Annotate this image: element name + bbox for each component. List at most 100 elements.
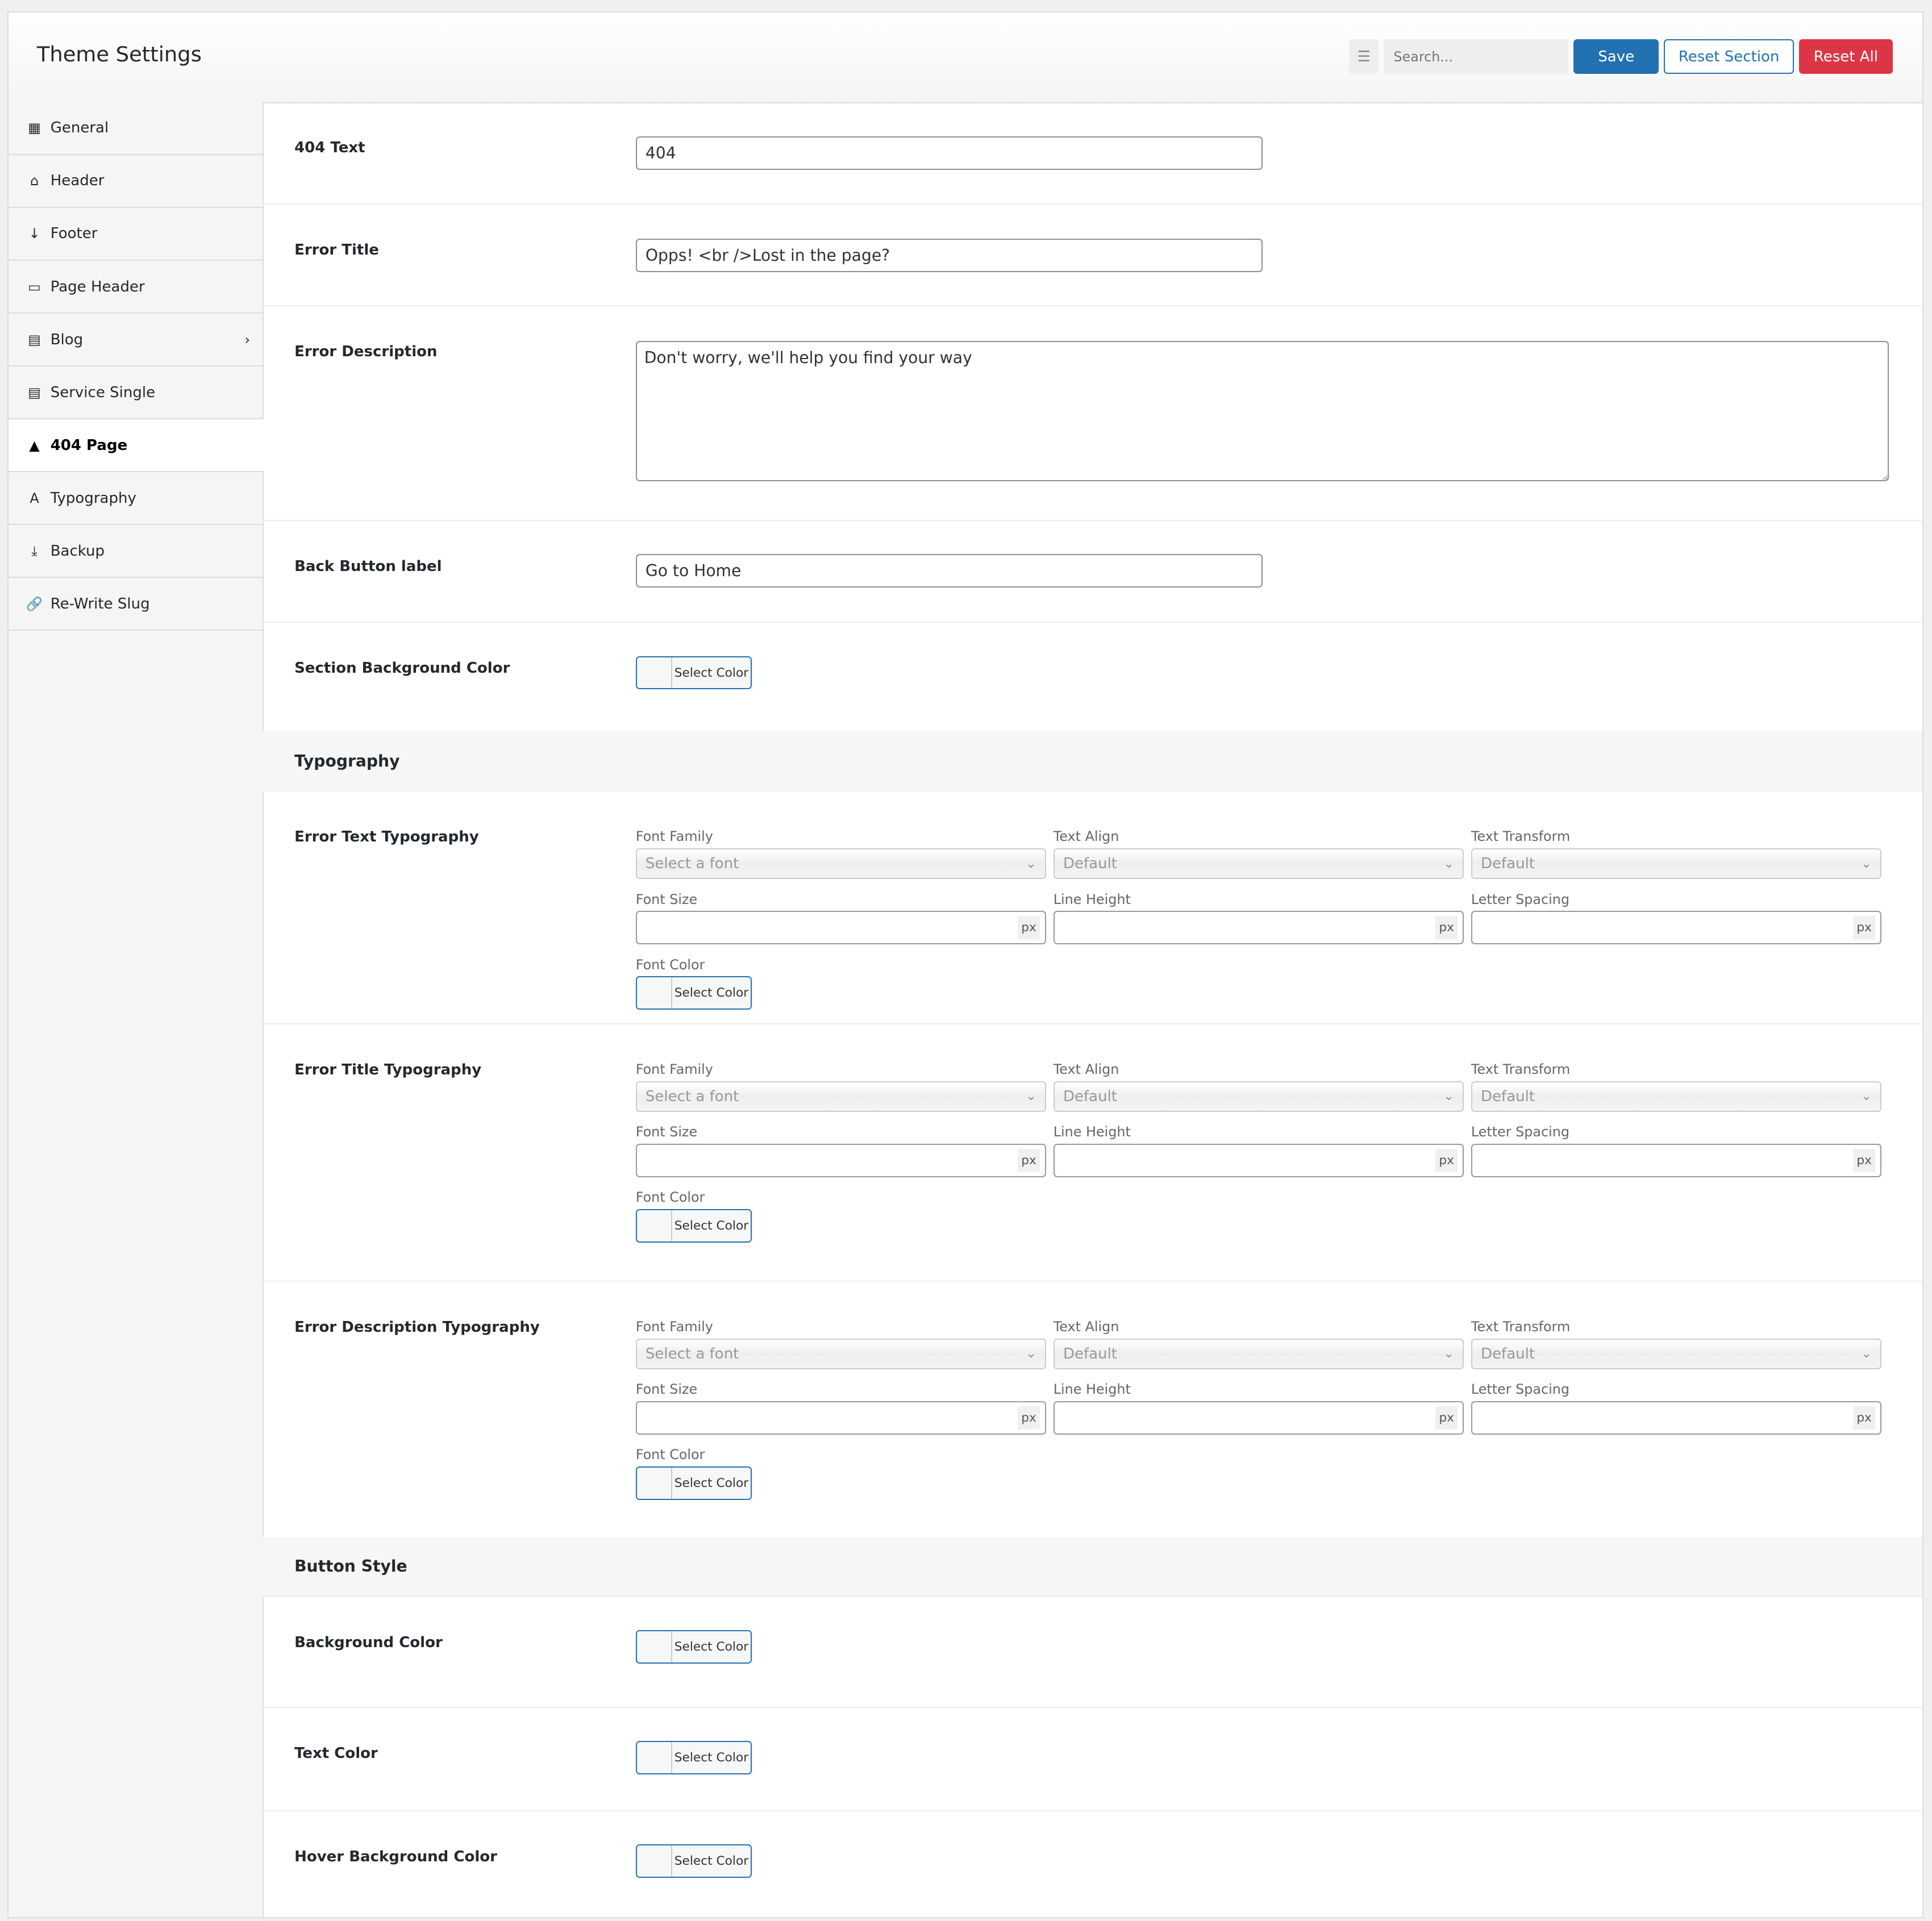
sidebar-item-label: Footer — [50, 225, 98, 243]
letter-spacing-input[interactable]: px — [1471, 911, 1881, 945]
font-family-value: Select a font — [645, 1345, 739, 1362]
chevron-down-icon: ⌄ — [1026, 1347, 1036, 1361]
field-hover-background-color: Hover Background Color Select Color — [262, 1811, 1922, 1921]
font-size-input[interactable]: px — [635, 1401, 1046, 1435]
sidebar-item-general[interactable]: ▦ General — [9, 102, 263, 155]
font-family-value: Select a font — [645, 1087, 739, 1105]
unit-label: px — [1853, 915, 1876, 940]
letter-spacing-input[interactable]: px — [1471, 1144, 1881, 1177]
color-swatch — [636, 1631, 673, 1662]
unit-label: px — [1853, 1406, 1876, 1430]
font-family-value: Select a font — [645, 855, 739, 873]
sidebar-item-label: Page Header — [50, 278, 145, 295]
text-align-group: Text Align Default ⌄ — [1053, 828, 1464, 891]
sidebar-item-header[interactable]: ⌂ Header — [9, 155, 263, 208]
sidebar-item-service-single[interactable]: ▤ Service Single — [9, 366, 263, 420]
select-color-label: Select Color — [672, 1845, 751, 1877]
font-family-select[interactable]: Select a font ⌄ — [635, 1338, 1046, 1369]
text-transform-label: Text Transform — [1471, 1318, 1571, 1335]
font-family-label: Font Family — [635, 1318, 713, 1335]
top-bar: Theme Settings ☰ Save Reset Section Rese… — [9, 12, 1922, 103]
sidebar-item-404-page[interactable]: ▲ 404 Page — [9, 419, 264, 473]
font-family-select[interactable]: Select a font ⌄ — [635, 848, 1046, 880]
font-size-input[interactable]: px — [635, 911, 1046, 945]
sidebar-item-page-header[interactable]: ▭ Page Header — [9, 261, 263, 314]
letter-spacing-label: Letter Spacing — [1471, 891, 1569, 907]
text-align-group: Text Align Default ⌄ — [1053, 1319, 1464, 1382]
font-family-group: Font Family Select a font ⌄ — [635, 1061, 1046, 1124]
sidebar-item-re-write-slug[interactable]: 🔗 Re-Write Slug — [9, 578, 263, 631]
line-height-input[interactable]: px — [1053, 1144, 1464, 1177]
unit-label: px — [1853, 1148, 1876, 1173]
sidebar-item-footer[interactable]: ↓ Footer — [9, 208, 263, 261]
expand-options-icon[interactable]: ☰ — [1349, 39, 1379, 74]
text-align-select[interactable]: Default ⌄ — [1053, 1081, 1464, 1112]
typography-section-heading: Typography — [262, 731, 1922, 792]
font-size-label: Font Size — [635, 891, 698, 907]
text-transform-select[interactable]: Default ⌄ — [1471, 848, 1881, 880]
section-bg-color-picker[interactable]: Select Color — [635, 656, 752, 690]
line-height-input[interactable]: px — [1053, 911, 1464, 945]
field-label: Error Title Typography — [294, 1061, 482, 1078]
chevron-right-icon[interactable]: › — [244, 331, 251, 348]
font-color-picker[interactable]: Select Color — [635, 1466, 752, 1500]
save-button[interactable]: Save — [1573, 39, 1659, 74]
font-color-picker[interactable]: Select Color — [635, 1209, 752, 1243]
back-button-label-input[interactable] — [635, 554, 1263, 587]
404-text-input[interactable] — [635, 136, 1263, 170]
field-section-bg-color: Section Background Color Select Color — [263, 623, 1922, 731]
color-swatch — [636, 1742, 673, 1773]
select-color-label: Select Color — [672, 977, 751, 1009]
text-transform-select[interactable]: Default ⌄ — [1471, 1338, 1881, 1369]
select-color-label: Select Color — [672, 1742, 751, 1773]
text-align-select[interactable]: Default ⌄ — [1053, 1338, 1464, 1369]
sidebar-item-typography[interactable]: A Typography — [9, 472, 263, 526]
line-height-input[interactable]: px — [1053, 1401, 1464, 1435]
unit-label: px — [1435, 915, 1458, 940]
sidebar-item-backup[interactable]: ⤓ Backup — [9, 525, 263, 578]
text-align-group: Text Align Default ⌄ — [1053, 1061, 1464, 1124]
error-title-input[interactable] — [635, 239, 1263, 272]
reset-section-button[interactable]: Reset Section — [1663, 39, 1794, 74]
settings-content: 404 Text Error Title Error Description B… — [262, 102, 1922, 1921]
letter-spacing-label: Letter Spacing — [1471, 1124, 1569, 1140]
field-label: Back Button label — [294, 557, 442, 575]
sidebar-item-label: Backup — [50, 542, 105, 560]
chevron-down-icon: ⌄ — [1026, 1089, 1036, 1104]
field-label: Error Description Typography — [294, 1318, 540, 1336]
letter-spacing-input[interactable]: px — [1471, 1401, 1881, 1435]
color-swatch — [636, 1845, 673, 1877]
select-color-label: Select Color — [672, 1468, 751, 1499]
unit-label: px — [1018, 1148, 1040, 1173]
color-swatch — [636, 977, 673, 1009]
unit-label: px — [1435, 1406, 1458, 1430]
font-size-label: Font Size — [635, 1124, 698, 1140]
field-label: Error Title — [294, 241, 379, 259]
search-input[interactable] — [1384, 39, 1569, 74]
reset-all-button[interactable]: Reset All — [1798, 39, 1893, 74]
font-family-select[interactable]: Select a font ⌄ — [635, 1081, 1046, 1112]
chevron-down-icon: ⌄ — [1026, 856, 1036, 871]
text-transform-select[interactable]: Default ⌄ — [1471, 1081, 1881, 1112]
font-color-picker[interactable]: Select Color — [635, 976, 752, 1010]
sidebar-item-label: Typography — [50, 489, 136, 507]
field-background-color: Background Color Select Color — [262, 1597, 1922, 1708]
font-size-input[interactable]: px — [635, 1144, 1046, 1177]
text-transform-group: Text Transform Default ⌄ — [1471, 828, 1881, 891]
color-picker[interactable]: Select Color — [635, 1844, 752, 1878]
color-picker[interactable]: Select Color — [635, 1741, 752, 1774]
text-transform-group: Text Transform Default ⌄ — [1471, 1061, 1881, 1124]
page-title: Theme Settings — [36, 41, 202, 66]
color-picker[interactable]: Select Color — [635, 1630, 752, 1664]
sidebar-item-blog[interactable]: ▤ Blog › — [9, 314, 263, 367]
field-label: Error Description — [294, 343, 438, 361]
text-transform-label: Text Transform — [1471, 1061, 1571, 1077]
sidebar: ▦ General ⌂ Header ↓ Footer ▭ Page Header ▤ Blog ›… — [9, 102, 264, 1918]
font-size-group: Font Size px — [635, 891, 1046, 957]
color-swatch — [636, 1468, 673, 1499]
text-align-select[interactable]: Default ⌄ — [1053, 848, 1464, 880]
chevron-down-icon: ⌄ — [1443, 1089, 1454, 1104]
text-transform-value: Default — [1481, 1345, 1535, 1362]
error-description-textarea[interactable] — [635, 341, 1889, 482]
select-color-label: Select Color — [672, 1631, 751, 1662]
